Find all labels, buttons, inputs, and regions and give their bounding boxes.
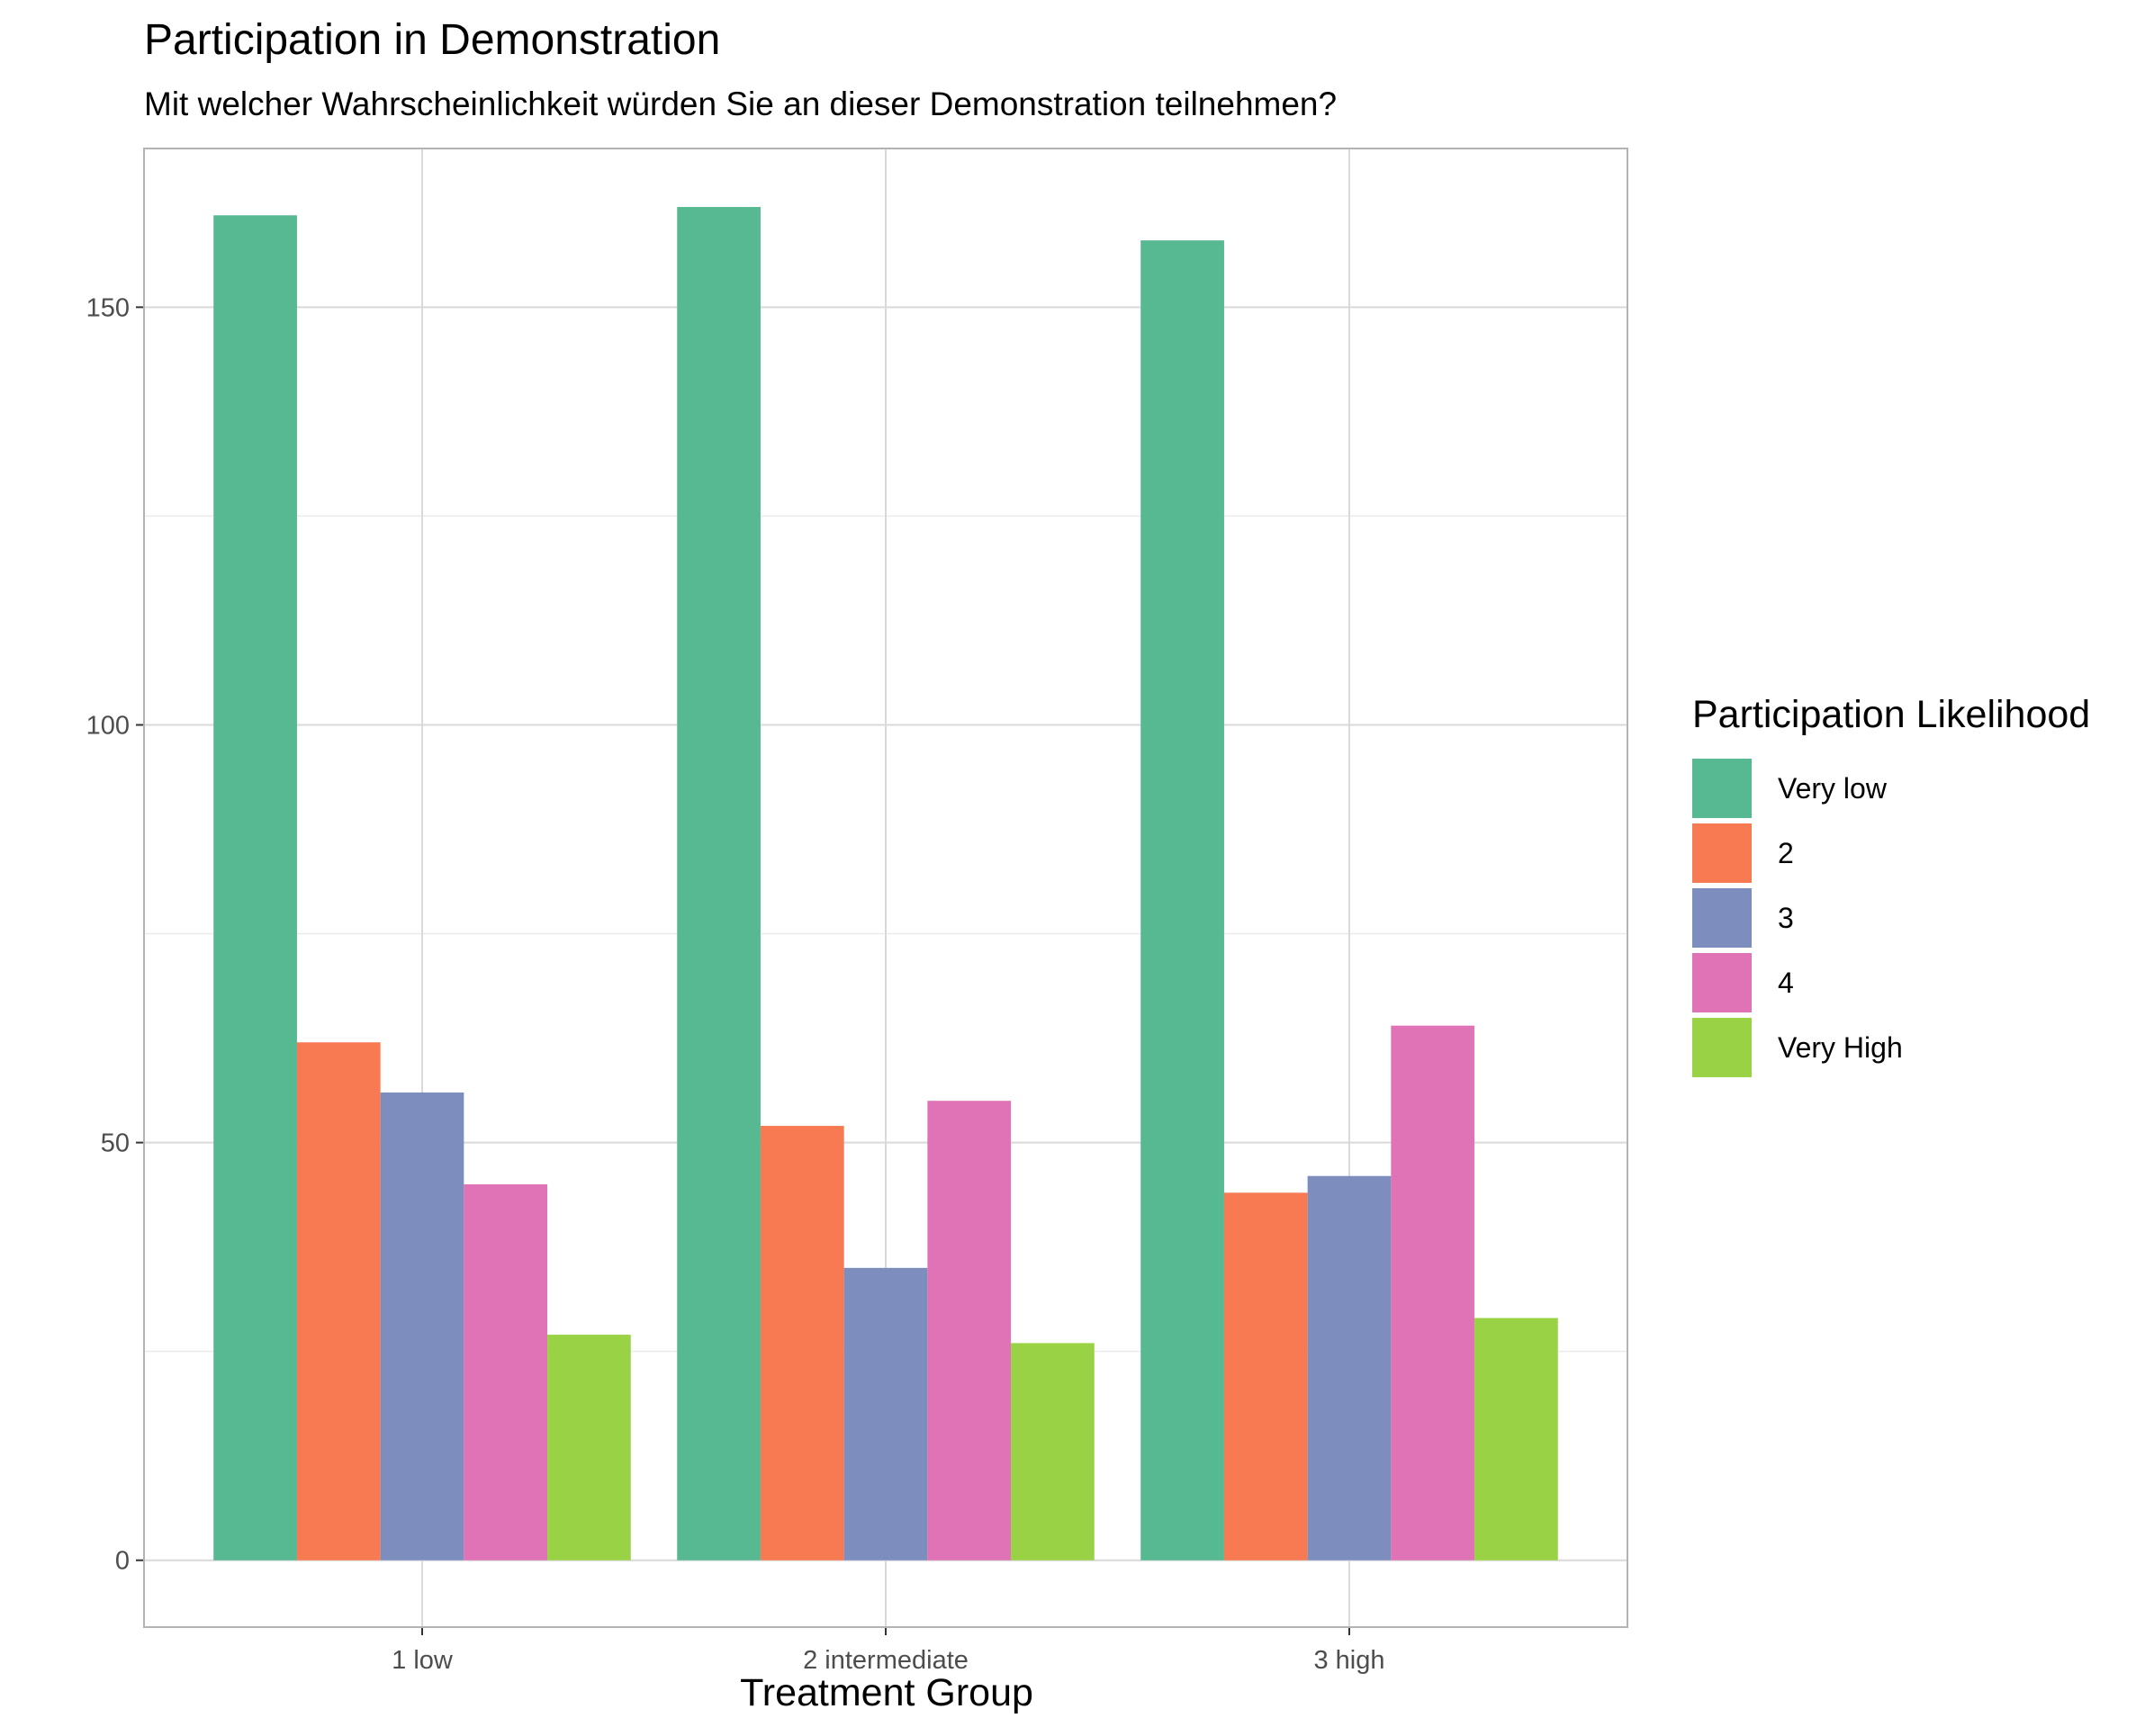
y-tick-label: 150 bbox=[86, 293, 130, 322]
y-tick-label: 0 bbox=[115, 1547, 130, 1576]
bar bbox=[1307, 1175, 1392, 1561]
bar bbox=[547, 1335, 631, 1561]
legend-key bbox=[1692, 823, 1752, 883]
x-axis-title: Treatment Group bbox=[740, 1671, 1033, 1714]
panel-frame bbox=[143, 148, 1628, 1628]
legend-key bbox=[1692, 953, 1752, 1012]
legend-key bbox=[1692, 1018, 1752, 1077]
x-tick-label: 3 high bbox=[1313, 1646, 1384, 1675]
y-tick-label: 100 bbox=[86, 711, 130, 740]
bars bbox=[213, 206, 1558, 1561]
legend-label: 4 bbox=[1778, 967, 1794, 999]
legend-key bbox=[1692, 759, 1752, 818]
x-tick-label: 1 low bbox=[392, 1646, 454, 1675]
chart-title: Participation in Demonstration bbox=[144, 16, 720, 64]
bar bbox=[927, 1101, 1012, 1561]
legend-label: Very High bbox=[1778, 1031, 1903, 1064]
bar bbox=[296, 1042, 381, 1561]
bar bbox=[1474, 1318, 1558, 1561]
legend-label: Very low bbox=[1778, 772, 1888, 805]
legend-label: 3 bbox=[1778, 902, 1794, 934]
legend-label: 2 bbox=[1778, 837, 1794, 869]
chart-subtitle: Mit welcher Wahrscheinlichkeit würden Si… bbox=[144, 85, 1337, 122]
bar bbox=[1011, 1343, 1095, 1561]
legend-key bbox=[1692, 888, 1752, 948]
bar bbox=[464, 1184, 548, 1561]
axes: 0 50 100 150 1 low 2 intermediate 3 high bbox=[86, 293, 1385, 1675]
x-tick-label: 2 intermediate bbox=[803, 1646, 969, 1675]
legend-title: Participation Likelihood bbox=[1692, 693, 2090, 736]
bar bbox=[213, 215, 297, 1561]
y-tick-label: 50 bbox=[101, 1129, 130, 1158]
bar bbox=[760, 1126, 844, 1561]
bar bbox=[843, 1267, 928, 1561]
bar bbox=[1391, 1025, 1475, 1561]
bar bbox=[677, 206, 761, 1561]
legend: Participation Likelihood Very low 2 3 4 Very… bbox=[1692, 693, 2090, 1077]
bar bbox=[380, 1092, 464, 1561]
bar bbox=[1140, 240, 1224, 1561]
bar bbox=[1223, 1192, 1308, 1561]
